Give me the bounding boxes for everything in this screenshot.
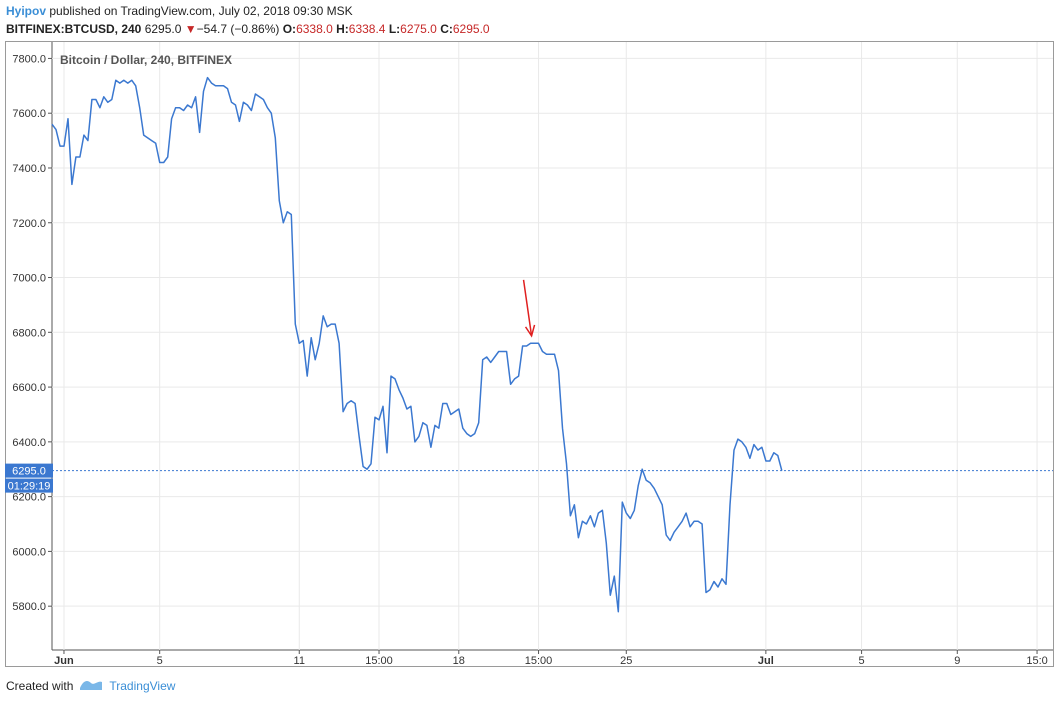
close-label: C:	[440, 22, 453, 36]
low-value: 6275.0	[400, 22, 437, 36]
last-price-tag	[5, 463, 53, 478]
annotation-arrow-head	[524, 324, 536, 338]
y-tick-label: 6400.0	[12, 437, 46, 449]
y-tick-label: 7600.0	[12, 108, 46, 120]
low-label: L:	[388, 22, 401, 36]
price-change: −54.7 (−0.86%)	[196, 22, 280, 36]
chart-title: Bitcoin / Dollar, 240, BITFINEX	[60, 53, 232, 67]
x-tick-label: 18	[453, 655, 465, 667]
y-tick-label: 7200.0	[12, 218, 46, 230]
chart-frame	[5, 41, 1054, 667]
tradingview-link[interactable]: TradingView	[109, 678, 176, 693]
x-tick-label: 9	[954, 655, 960, 667]
x-tick-label: 11	[294, 655, 305, 667]
x-tick-label: 15:00	[525, 655, 553, 667]
y-tick-label: 5800.0	[12, 601, 46, 613]
annotation-arrow-shaft	[522, 279, 533, 336]
high-value: 6338.4	[348, 22, 386, 36]
author-link[interactable]: Hyipov	[6, 4, 47, 18]
high-label: H:	[336, 22, 349, 36]
published-text: published on TradingView.com, July 02, 2…	[49, 4, 353, 18]
created-with-text: Created with	[6, 678, 74, 693]
last-price: 6295.0	[144, 22, 182, 36]
x-tick-label: 15:0	[1026, 655, 1047, 667]
last-price-tag-label: 6295.0	[12, 466, 46, 478]
footer: Created with TradingView	[6, 677, 175, 694]
price-series-line	[51, 76, 783, 613]
open-label: O:	[282, 22, 297, 36]
down-triangle-icon: ▼	[184, 22, 197, 36]
y-tick-label: 7000.0	[12, 273, 46, 285]
x-tick-label: 15:00	[365, 655, 393, 667]
y-tick-label: 6600.0	[12, 382, 46, 394]
y-tick-label: 7400.0	[12, 163, 46, 175]
publisher-line: Hyipov published on TradingView.com, Jul…	[6, 4, 353, 19]
y-tick-label: 6000.0	[12, 546, 46, 558]
close-value: 6295.0	[452, 22, 490, 36]
quote-line: BITFINEX:BTCUSD, 240 6295.0 ▼−54.7 (−0.8…	[6, 22, 490, 37]
y-tick-label: 6800.0	[12, 327, 46, 339]
countdown-tag	[5, 478, 53, 493]
open-value: 6338.0	[296, 22, 333, 36]
symbol-label: BITFINEX:BTCUSD, 240	[6, 22, 142, 36]
y-tick-label: 6200.0	[12, 492, 46, 504]
x-tick-label: Jun	[54, 655, 74, 667]
x-tick-label: 5	[157, 655, 163, 667]
countdown-tag-label: 01:29:19	[8, 481, 51, 493]
tradingview-logo-icon[interactable]	[79, 677, 103, 694]
x-tick-label: 5	[859, 655, 865, 667]
x-tick-label: 25	[620, 655, 632, 667]
x-tick-label: Jul	[758, 655, 774, 667]
y-tick-label: 7800.0	[12, 53, 46, 65]
